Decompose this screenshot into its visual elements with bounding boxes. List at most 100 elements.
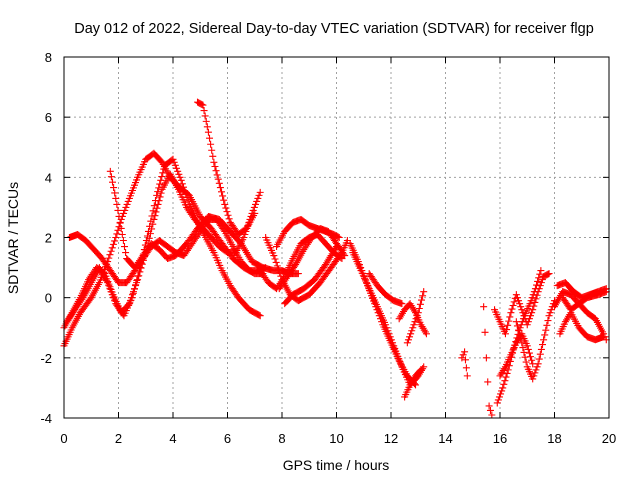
data-point: [250, 203, 258, 211]
data-point: [146, 222, 154, 230]
data-point: [160, 165, 168, 173]
data-point: [510, 298, 518, 306]
data-point: [518, 306, 526, 314]
data-point: [412, 315, 420, 323]
data-point: [255, 191, 263, 199]
data-point: [497, 390, 505, 398]
data-point: [512, 318, 520, 326]
series-track-3: [63, 155, 264, 326]
data-point: [523, 321, 531, 329]
data-point: [403, 339, 411, 347]
data-point: [459, 351, 467, 359]
data-point: [505, 317, 513, 325]
data-point: [211, 163, 219, 171]
data-point: [488, 411, 496, 419]
data-point: [143, 232, 151, 240]
data-point: [513, 322, 521, 330]
data-point: [544, 270, 552, 278]
data-point: [111, 237, 119, 245]
chart-title: Day 012 of 2022, Sidereal Day-to-day VTE…: [74, 21, 594, 37]
data-point: [416, 300, 424, 308]
data-point: [157, 176, 165, 184]
series-track-10: [275, 224, 349, 293]
data-point: [530, 288, 538, 296]
data-point: [134, 272, 142, 280]
data-point: [209, 152, 217, 160]
data-point: [215, 179, 223, 187]
data-point: [240, 234, 248, 241]
data-point: [519, 344, 527, 352]
data-point: [340, 250, 348, 258]
data-point: [219, 192, 227, 200]
x-tick-label: 6: [224, 431, 231, 446]
data-point: [132, 281, 140, 289]
data-point: [482, 354, 490, 362]
data-point: [184, 197, 192, 205]
data-point: [406, 333, 414, 341]
series-track-9: [273, 215, 343, 251]
data-point: [506, 313, 514, 321]
data-point: [515, 297, 523, 305]
data-point: [414, 309, 422, 317]
data-point: [213, 171, 221, 179]
series-track-22: [496, 330, 537, 380]
data-point: [175, 170, 183, 178]
data-point: [173, 164, 181, 172]
data-point: [130, 285, 138, 293]
data-point: [500, 380, 508, 388]
data-point: [198, 101, 206, 109]
data-point: [518, 339, 526, 347]
data-point: [270, 252, 278, 260]
data-point: [111, 189, 119, 197]
data-point: [210, 158, 218, 166]
data-point: [517, 321, 525, 329]
data-point: [117, 224, 125, 232]
data-point: [507, 309, 515, 317]
data-point: [533, 291, 541, 299]
data-point: [485, 402, 493, 410]
data-point: [502, 373, 510, 381]
axis-ticks: 0 2 4 6 8 10 12 14 16 18 20 -4 -2 0 2 4 6 8: [40, 50, 616, 446]
data-point: [545, 270, 553, 278]
data-point: [111, 297, 119, 305]
data-point: [147, 217, 155, 225]
data-point: [150, 202, 158, 210]
data-point: [255, 311, 263, 319]
data-point: [105, 254, 113, 262]
data-point: [129, 289, 137, 297]
series-track-13: [349, 249, 428, 389]
data-point: [220, 196, 228, 204]
series-track-26: [556, 309, 608, 344]
data-point: [503, 369, 511, 377]
data-point: [113, 230, 121, 238]
data-point: [159, 169, 167, 177]
data-point: [256, 188, 264, 196]
data-point: [539, 341, 547, 349]
data-point: [503, 326, 511, 334]
data-point: [418, 296, 426, 304]
data-point: [417, 366, 425, 374]
data-point: [408, 327, 416, 335]
data-point: [542, 326, 550, 334]
x-tick-label: 12: [384, 431, 398, 446]
data-point: [274, 265, 282, 273]
data-point: [202, 117, 210, 125]
data-point: [534, 277, 542, 285]
data-point: [484, 378, 492, 386]
data-point: [203, 123, 211, 131]
y-tick-label: 8: [45, 50, 52, 65]
data-point: [522, 358, 530, 366]
data-point: [109, 294, 117, 302]
data-point: [154, 200, 162, 208]
data-point: [398, 300, 406, 308]
data-point: [106, 285, 114, 293]
data-point: [600, 333, 608, 341]
data-point: [513, 294, 521, 302]
data-point: [547, 306, 555, 314]
data-point: [142, 237, 150, 245]
data-point: [543, 321, 551, 329]
data-point: [200, 107, 208, 115]
x-tick-label: 14: [438, 431, 452, 446]
